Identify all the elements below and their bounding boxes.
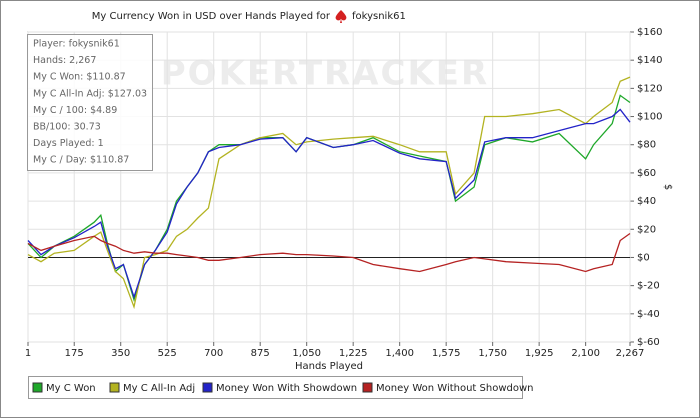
y-tick-label: $-60 [637, 337, 660, 348]
stat-line: Hands: 2,267 [33, 55, 96, 66]
legend-swatch [202, 382, 213, 393]
x-tick-label: 1,400 [385, 348, 414, 359]
y-tick-label: $120 [637, 83, 662, 94]
x-tick-label: 350 [111, 348, 130, 359]
series-line [27, 108, 631, 299]
stat-line: My C Won: $110.87 [33, 72, 126, 83]
x-tick-label: 525 [158, 348, 177, 359]
y-tick-label: $20 [637, 224, 656, 235]
watermark: POKERTRACKER [161, 54, 489, 94]
y-tick-label: $-20 [637, 281, 660, 292]
stat-line: My C / Day: $110.87 [33, 155, 129, 166]
x-tick-label: 1,050 [292, 348, 321, 359]
x-axis-label: Hands Played [295, 361, 363, 372]
stat-line: My C / 100: $4.89 [33, 105, 117, 116]
x-tick-label: 2,100 [571, 348, 600, 359]
stat-line: Player: fokysnik61 [33, 39, 120, 50]
x-tick-label: 1,925 [525, 348, 554, 359]
x-tick-label: 2,267 [616, 348, 645, 359]
stats-box [27, 34, 153, 171]
y-tick-label: $100 [637, 112, 662, 123]
x-tick-label: 1,575 [432, 348, 461, 359]
legend-swatch [109, 382, 120, 393]
legend-label: Money Won Without Showdown [376, 383, 534, 394]
legend-swatch [32, 382, 43, 393]
x-tick-label: 1,750 [478, 348, 507, 359]
y-tick-label: $80 [637, 140, 656, 151]
stat-line: Days Played: 1 [33, 138, 104, 149]
series-line [27, 232, 631, 273]
stat-line: BB/100: 30.73 [33, 122, 101, 133]
legend-label: My C Won [46, 383, 96, 394]
legend [28, 376, 523, 399]
legend-label: Money Won With Showdown [216, 383, 357, 394]
series-line [27, 76, 631, 310]
y-tick-label: $140 [637, 55, 662, 66]
legend-label: My C All-In Adj [123, 383, 195, 394]
spade-icon [335, 10, 347, 23]
x-tick-label: 1,225 [339, 348, 368, 359]
legend-swatch [362, 382, 373, 393]
x-tick-label: 875 [251, 348, 270, 359]
y-tick-label: $-40 [637, 309, 660, 320]
y-tick-label: $60 [637, 168, 656, 179]
y-tick-label: $0 [637, 252, 650, 263]
y-tick-label: $160 [637, 27, 662, 38]
x-tick-label: 700 [204, 348, 223, 359]
chart-title: My Currency Won in USD over Hands Played… [92, 11, 331, 22]
x-tick-label: 175 [65, 348, 84, 359]
player-name: fokysnik61 [352, 11, 406, 22]
y-axis-label: $ [662, 184, 673, 190]
y-tick-label: $40 [637, 196, 656, 207]
stat-line: My C All-In Adj: $127.03 [33, 88, 147, 99]
x-tick-label: 1 [25, 348, 31, 359]
